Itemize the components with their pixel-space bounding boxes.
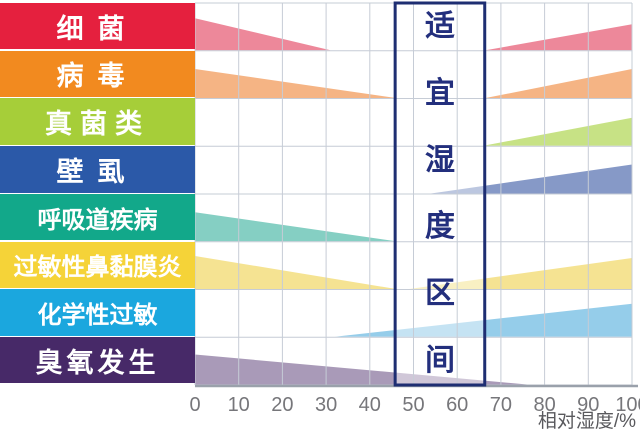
- category-label-column: 细菌病毒真菌类壁虱呼吸道疾病过敏性鼻黏膜炎 化学性过敏臭氧发生: [0, 3, 195, 385]
- x-tick-label: 20: [271, 394, 293, 416]
- wedge-decreasing: [195, 212, 397, 242]
- category-bar-label: 臭氧发生: [35, 347, 160, 378]
- wedge-increasing: [485, 24, 632, 51]
- category-bar: 化学性过敏: [0, 289, 195, 336]
- x-tick-label: 40: [359, 394, 381, 416]
- x-tick-label: 80: [533, 394, 555, 416]
- wedges: [195, 18, 632, 385]
- category-bar-label: 病毒: [56, 61, 139, 92]
- category-bar: 过敏性鼻黏膜炎: [0, 241, 195, 288]
- wedge-increasing: [334, 303, 632, 337]
- wedge-increasing: [430, 164, 632, 194]
- category-bar-label: 呼吸道疾病: [37, 206, 158, 234]
- category-bar-label: 细菌: [56, 13, 139, 44]
- x-tick-label: 50: [402, 394, 424, 416]
- category-bar: 臭氧发生: [0, 337, 195, 384]
- category-bar-label: 真菌类: [45, 109, 150, 140]
- x-axis-unit-label: 相对湿度/%: [537, 411, 636, 432]
- category-bar: 细菌: [0, 3, 195, 50]
- wedge-decreasing: [195, 18, 331, 51]
- x-tick-label: 10: [228, 394, 250, 416]
- wedge-decreasing: [195, 256, 397, 289]
- category-bar: 壁虱: [0, 146, 195, 193]
- x-tick-label: 60: [446, 394, 468, 416]
- grid: [194, 2, 633, 386]
- wedge-increasing: [409, 258, 632, 289]
- category-bar: 病毒: [0, 50, 195, 98]
- category-bar: 呼吸道疾病: [0, 193, 195, 241]
- optimal-zone-border: [393, 1, 487, 387]
- x-axis-ticks: 0 10 20 30 40 50 60 70 80 90 100: [189, 394, 640, 416]
- wedge-increasing: [483, 117, 632, 146]
- x-tick-label: 0: [189, 394, 200, 416]
- wedge-decreasing: [195, 354, 528, 385]
- category-bar: 真菌类: [0, 98, 195, 145]
- x-tick-label: 70: [490, 394, 512, 416]
- x-tick-label: 100: [615, 394, 640, 416]
- x-tick-label: 90: [577, 394, 599, 416]
- x-tick-label: 30: [315, 394, 337, 416]
- category-bar-label: 壁虱: [56, 156, 139, 187]
- category-bar-label: 过敏性鼻黏膜炎: [13, 254, 182, 282]
- wedge-increasing: [485, 69, 632, 98]
- wedge-decreasing: [195, 69, 397, 98]
- category-bar-label: 化学性过敏: [37, 302, 158, 330]
